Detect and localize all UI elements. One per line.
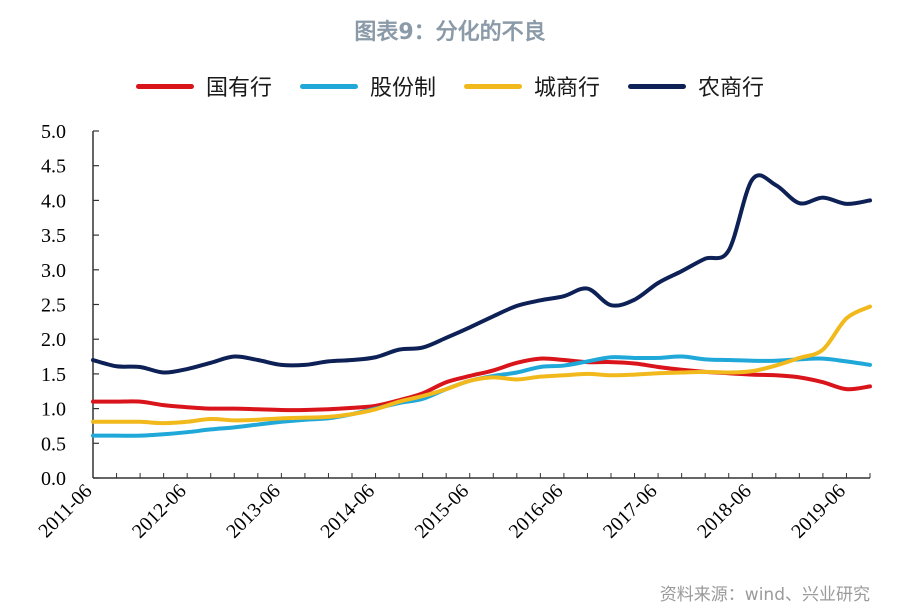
- y-tick-label: 1.5: [41, 364, 66, 386]
- source-note: 资料来源：wind、兴业研究: [659, 585, 870, 605]
- x-tick-label: 2019-06: [787, 480, 850, 543]
- legend-swatch-state-owned: [135, 83, 194, 89]
- legend-label-rural-commercial: 农商行: [698, 76, 765, 101]
- y-tick-label: 5.0: [41, 121, 66, 143]
- series-line-joint-stock: [91, 354, 872, 438]
- y-tick-label: 3.5: [41, 225, 66, 247]
- y-tick-label: 4.0: [41, 190, 66, 212]
- legend: 国有行 股份制 城商行 农商行: [0, 70, 900, 102]
- legend-swatch-city-commercial: [464, 83, 522, 89]
- series-line-state-owned: [91, 356, 872, 413]
- series-line-rural-commercial: [91, 173, 872, 375]
- x-tick-label: 2014-06: [316, 480, 379, 543]
- legend-label-city-commercial: 城商行: [534, 76, 601, 101]
- y-tick-label: 0.0: [41, 468, 66, 490]
- legend-item-city-commercial: 城商行: [464, 70, 600, 102]
- x-tick-label: 2016-06: [505, 480, 568, 543]
- y-tick-label: 4.5: [41, 156, 66, 178]
- x-tick-label: 2017-06: [599, 480, 662, 543]
- x-tick-label: 2015-06: [411, 480, 474, 543]
- x-tick-label: 2018-06: [693, 480, 756, 543]
- legend-item-state-owned: 国有行: [135, 70, 272, 102]
- y-tick-label: 0.5: [41, 433, 66, 455]
- y-tick-label: 2.5: [41, 295, 66, 317]
- legend-item-rural-commercial: 农商行: [628, 70, 764, 102]
- legend-label-joint-stock: 股份制: [369, 76, 436, 101]
- x-tick-label: 2013-06: [222, 480, 285, 543]
- legend-item-joint-stock: 股份制: [299, 70, 436, 102]
- legend-swatch-rural-commercial: [628, 83, 687, 89]
- legend-swatch-joint-stock: [299, 83, 358, 89]
- series-line-city-commercial: [91, 304, 872, 426]
- y-tick-label: 2.0: [41, 329, 66, 351]
- legend-label-state-owned: 国有行: [205, 76, 272, 101]
- chart-title: 图表9：分化的不良: [354, 20, 546, 45]
- y-tick-label: 3.0: [41, 260, 66, 282]
- y-tick-label: 1.0: [41, 399, 66, 421]
- x-tick-label: 2012-06: [128, 480, 191, 543]
